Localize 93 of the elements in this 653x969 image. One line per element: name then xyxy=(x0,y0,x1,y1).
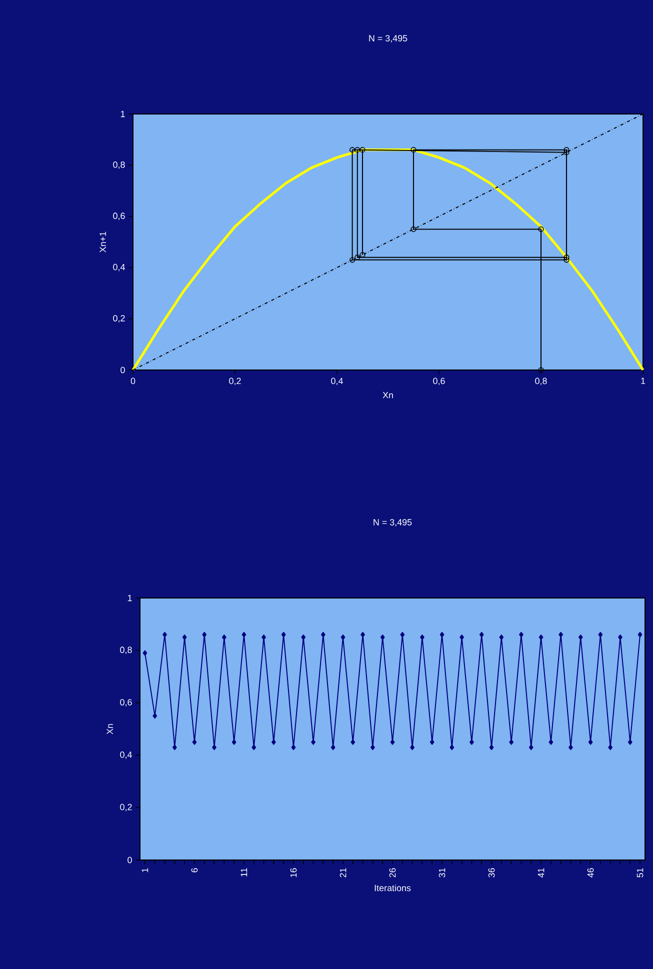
point xyxy=(430,739,434,745)
point xyxy=(271,739,276,745)
point xyxy=(202,632,207,638)
y-tick-label: 0,2 xyxy=(120,804,132,812)
y-tick-label: 0,6 xyxy=(113,212,125,220)
y-tick-label: 0,2 xyxy=(113,315,125,322)
point xyxy=(232,739,236,745)
x-tick-label: 31 xyxy=(438,868,446,878)
point xyxy=(380,634,385,640)
point xyxy=(350,739,356,745)
point xyxy=(370,744,375,750)
x-tick-label: 0,6 xyxy=(433,378,445,386)
y-tick-label: 1 xyxy=(120,110,125,118)
point xyxy=(548,739,554,745)
point xyxy=(311,739,316,745)
point xyxy=(360,632,365,638)
x-tick-label: 46 xyxy=(587,868,594,878)
point xyxy=(162,632,167,638)
point xyxy=(538,226,544,232)
y-tick-label: 0,4 xyxy=(113,264,125,272)
point xyxy=(242,632,246,638)
point xyxy=(588,739,593,745)
point xyxy=(564,147,570,153)
y-tick-label: 0 xyxy=(128,856,132,864)
y-tick-label: 1 xyxy=(128,594,132,602)
x-axis-title: Iterations xyxy=(374,884,411,892)
point xyxy=(291,744,296,750)
x-tick-label: 6 xyxy=(191,868,198,872)
y-tick-label: 0,8 xyxy=(120,646,132,654)
x-tick-label: 36 xyxy=(488,868,495,878)
point xyxy=(608,744,613,750)
y-tick-label: 0 xyxy=(120,366,125,374)
y-tick-label: 0,6 xyxy=(120,699,132,706)
point xyxy=(252,744,256,750)
x-tick-label: 26 xyxy=(389,868,396,878)
x-tick-label: 0,4 xyxy=(331,378,343,386)
point xyxy=(598,632,603,638)
point xyxy=(479,632,484,638)
point xyxy=(390,739,395,745)
point xyxy=(330,744,336,750)
point xyxy=(400,632,405,638)
point xyxy=(489,744,494,750)
point xyxy=(410,744,414,750)
x-tick-label: 51 xyxy=(636,868,644,878)
point xyxy=(509,739,514,745)
point xyxy=(172,744,177,750)
point xyxy=(578,634,583,640)
point xyxy=(638,632,642,638)
point xyxy=(192,739,197,745)
point xyxy=(301,634,306,640)
chart-title: N = 3,495 xyxy=(369,35,408,42)
point xyxy=(212,744,216,750)
point xyxy=(222,634,226,640)
point xyxy=(499,634,504,640)
x-tick-label: 0,2 xyxy=(229,378,241,386)
point xyxy=(320,632,326,638)
point xyxy=(460,634,464,640)
x-tick-label: 11 xyxy=(240,868,248,876)
point xyxy=(281,632,286,638)
x-tick-label: 41 xyxy=(538,868,544,878)
point xyxy=(354,254,360,260)
point xyxy=(450,744,454,750)
point xyxy=(568,744,573,750)
point xyxy=(142,650,148,656)
x-tick-label: 16 xyxy=(290,868,297,878)
point xyxy=(558,632,564,638)
x-tick-label: 1 xyxy=(641,378,646,384)
point xyxy=(528,744,534,750)
x-axis-title: Xn xyxy=(382,392,393,398)
point xyxy=(410,147,416,153)
point xyxy=(360,147,366,153)
y-axis-title: Xn xyxy=(106,724,113,734)
x-tick-label: 1 xyxy=(142,868,148,872)
point xyxy=(519,632,524,638)
y-tick-label: 0,8 xyxy=(113,161,125,169)
point xyxy=(354,147,360,153)
point xyxy=(564,257,570,263)
point xyxy=(350,257,356,263)
x-tick-label: 21 xyxy=(340,868,346,878)
x-tick-label: 0,8 xyxy=(535,378,547,386)
y-axis-title: Xn+1 xyxy=(100,232,106,252)
point xyxy=(152,713,158,719)
point xyxy=(564,254,570,260)
point xyxy=(628,739,632,745)
point xyxy=(564,150,570,156)
point xyxy=(350,147,356,153)
y-tick-label: 0,4 xyxy=(120,751,132,759)
point xyxy=(420,634,424,640)
point xyxy=(262,634,266,640)
point xyxy=(410,226,416,232)
point xyxy=(440,632,444,638)
chart-title: N = 3,495 xyxy=(374,519,412,526)
point xyxy=(470,739,474,745)
